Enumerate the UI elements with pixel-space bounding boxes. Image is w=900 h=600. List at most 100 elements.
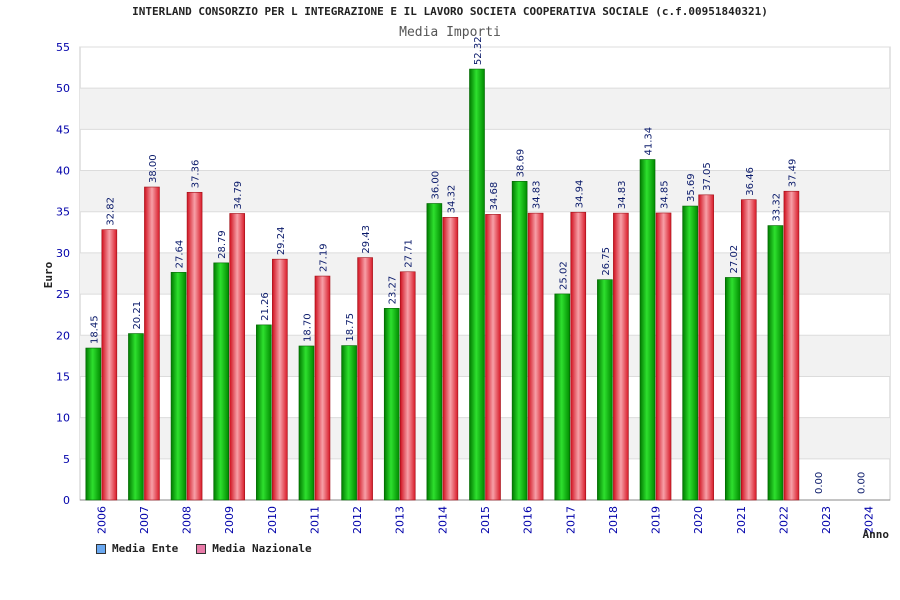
- bar-media-nazionale: [186, 191, 203, 501]
- x-tick-label: 2014: [436, 506, 449, 534]
- data-label: 25.02: [558, 261, 569, 290]
- bar-media-nazionale: [570, 211, 587, 501]
- x-tick-label: 2020: [692, 506, 705, 534]
- bar-media-ente: [724, 277, 741, 501]
- x-tick-label: 2022: [777, 506, 790, 534]
- x-tick-label: 2013: [394, 506, 407, 534]
- y-tick-label: 35: [56, 206, 70, 219]
- y-tick-label: 55: [56, 41, 70, 54]
- bar-media-ente: [554, 293, 571, 501]
- data-label: 27.19: [318, 243, 329, 272]
- data-label: 38.69: [516, 149, 527, 178]
- data-label: 33.32: [771, 193, 782, 222]
- x-tick-label: 2018: [607, 506, 620, 534]
- legend-label: Media Nazionale: [212, 542, 312, 555]
- y-axis-label: Euro: [42, 261, 55, 288]
- bar-media-nazionale: [357, 257, 373, 501]
- bar-media-ente: [511, 181, 528, 501]
- x-axis-label: Anno: [863, 528, 890, 541]
- bar-media-ente: [85, 347, 102, 501]
- data-label: 36.46: [745, 167, 756, 196]
- legend-label: Media Ente: [112, 542, 179, 555]
- data-label: 0.00: [814, 472, 825, 494]
- data-label: 38.00: [148, 154, 159, 183]
- x-tick-label: 2016: [522, 506, 535, 534]
- data-label: 26.75: [601, 247, 612, 276]
- y-tick-label: 50: [56, 82, 70, 95]
- data-label: 34.94: [574, 180, 585, 209]
- chart-subtitle: Media Importi: [399, 25, 501, 40]
- y-tick-label: 20: [56, 329, 70, 342]
- data-label: 36.00: [430, 171, 441, 200]
- data-label: 27.71: [404, 239, 415, 268]
- bar-media-ente: [298, 345, 315, 501]
- bar-media-nazionale: [144, 186, 160, 501]
- legend: Media Ente Media Nazionale: [96, 542, 312, 555]
- data-label: 29.24: [276, 227, 287, 256]
- data-label: 41.34: [644, 127, 655, 156]
- bar-media-nazionale: [399, 271, 416, 501]
- bar-media-nazionale: [314, 275, 331, 501]
- bar-media-ente: [597, 279, 613, 501]
- data-label: 34.32: [446, 185, 457, 214]
- data-label: 52.32: [473, 36, 484, 65]
- bar-media-nazionale: [740, 199, 757, 501]
- x-tick-label: 2011: [308, 506, 321, 534]
- x-tick-label: 2010: [266, 506, 279, 534]
- legend-item-media-ente: Media Ente: [96, 542, 178, 555]
- y-tick-label: 30: [56, 247, 70, 260]
- bar-media-ente: [341, 345, 357, 501]
- data-label: 18.75: [345, 313, 356, 342]
- y-tick-label: 10: [56, 412, 70, 425]
- x-tick-label: 2023: [820, 506, 833, 534]
- bar-media-nazionale: [698, 194, 714, 501]
- bar-media-nazionale: [485, 214, 501, 501]
- y-tick-label: 5: [63, 453, 70, 466]
- data-label: 23.27: [388, 276, 399, 305]
- data-label: 0.00: [857, 472, 868, 494]
- bar-media-ente: [256, 324, 272, 501]
- y-tick-label: 25: [56, 288, 70, 301]
- x-tick-label: 2006: [95, 506, 108, 534]
- bar-media-ente: [639, 159, 656, 501]
- data-label: 18.70: [302, 313, 313, 342]
- data-label: 18.45: [89, 315, 100, 344]
- data-label: 21.26: [260, 292, 271, 321]
- data-label: 34.85: [660, 180, 671, 209]
- data-label: 27.64: [175, 240, 186, 269]
- x-tick-label: 2019: [650, 506, 663, 534]
- bar-media-ente: [128, 333, 144, 501]
- x-tick-label: 2008: [181, 506, 194, 534]
- data-label: 29.43: [361, 225, 372, 254]
- data-label: 34.83: [532, 180, 543, 209]
- data-label: 34.83: [617, 180, 628, 209]
- x-tick-label: 2009: [223, 506, 236, 534]
- y-tick-label: 40: [56, 165, 70, 178]
- legend-swatch: [196, 543, 207, 554]
- chart-title: INTERLAND CONSORZIO PER L INTEGRAZIONE E…: [132, 5, 768, 18]
- data-label: 37.49: [787, 159, 798, 188]
- x-tick-label: 2007: [138, 506, 151, 534]
- data-label: 32.82: [105, 197, 116, 226]
- x-tick-label: 2024: [863, 506, 876, 534]
- data-label: 35.69: [686, 173, 697, 202]
- bar-media-nazionale: [229, 213, 246, 501]
- bar-media-ente: [383, 308, 400, 501]
- bar-media-nazionale: [272, 258, 288, 501]
- bar-media-ente: [767, 225, 784, 501]
- data-label: 37.36: [191, 160, 202, 189]
- bar-media-ente: [213, 262, 230, 501]
- data-label: 20.21: [132, 301, 143, 330]
- data-label: 34.79: [233, 181, 244, 210]
- bar-media-ente: [426, 203, 443, 501]
- y-tick-label: 45: [56, 123, 70, 136]
- bar-media-nazionale: [442, 217, 459, 501]
- bar-media-nazionale: [783, 190, 800, 501]
- legend-item-media-nazionale: Media Nazionale: [196, 542, 312, 555]
- grid-band: [80, 88, 890, 130]
- bar-media-nazionale: [655, 212, 672, 501]
- y-tick-label: 15: [56, 370, 70, 383]
- bar-media-ente: [170, 272, 187, 501]
- data-label: 34.68: [489, 182, 500, 211]
